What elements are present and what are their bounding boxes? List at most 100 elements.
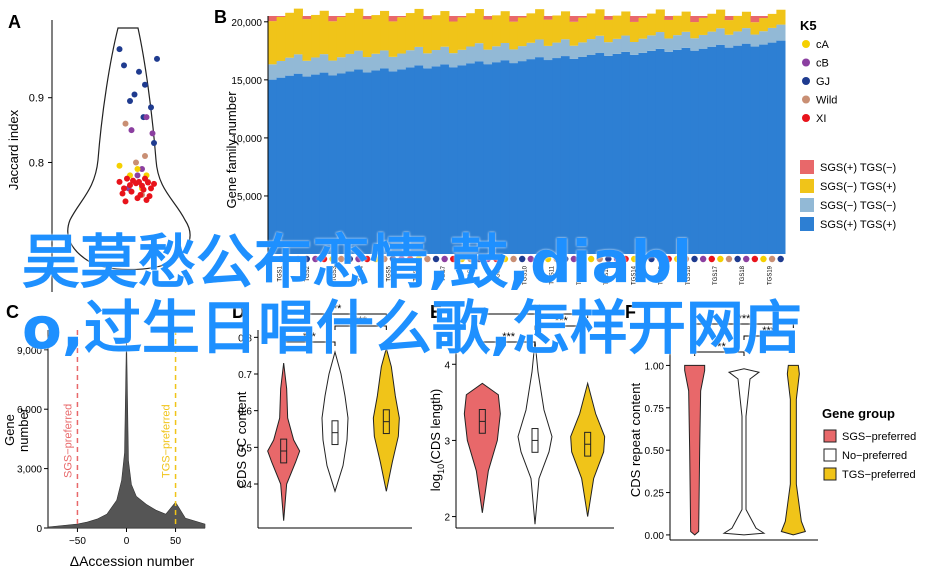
bar-b-segment bbox=[311, 74, 321, 254]
bar-b-segment bbox=[405, 67, 415, 255]
bar-b-segment bbox=[647, 13, 657, 36]
bar-b-segment bbox=[647, 50, 657, 255]
point-a-XI bbox=[148, 185, 154, 192]
axis-c-tick-label: 9,000 bbox=[17, 346, 42, 357]
point-b-k5 bbox=[544, 255, 552, 263]
legend-gene-group-label: SGS−preferred bbox=[842, 431, 916, 443]
bar-b-segment bbox=[397, 17, 407, 54]
bar-b-segment bbox=[672, 15, 683, 36]
bar-b-segment bbox=[759, 16, 769, 19]
bar-b-segment bbox=[474, 9, 484, 44]
bar-b-segment bbox=[776, 40, 786, 254]
bar-b-segment bbox=[724, 16, 734, 21]
bar-b-segment bbox=[672, 35, 683, 50]
bar-b-segment bbox=[535, 39, 545, 58]
bar-b-segment bbox=[431, 50, 441, 67]
panel-f-repeat-violins: 0.00 0.25 0.50 0.75 1.00 *** *** *** bbox=[645, 313, 818, 542]
bar-b-segment bbox=[629, 41, 640, 55]
bar-b-segment bbox=[569, 21, 579, 46]
bar-b-segment bbox=[681, 47, 691, 255]
bar-b-segment bbox=[681, 31, 691, 48]
bar-b-segment bbox=[268, 79, 278, 254]
bar-b-segment bbox=[457, 16, 467, 18]
bar-b-segment bbox=[526, 42, 536, 60]
bar-b-segment bbox=[517, 46, 527, 62]
bar-b-segment bbox=[448, 21, 459, 54]
bar-b-segment bbox=[578, 16, 588, 18]
point-b-k5 bbox=[346, 255, 354, 263]
sig-label: *** bbox=[354, 315, 368, 327]
violin-a-outline bbox=[67, 27, 191, 271]
legend-k5-title: K5 bbox=[800, 18, 817, 33]
legend-fill-label: SGS(−) TGS(+) bbox=[820, 181, 896, 193]
bar-b-segment bbox=[638, 38, 648, 53]
bar-b-segment bbox=[716, 44, 726, 255]
bar-b-segment bbox=[483, 64, 493, 254]
bar-b-segment bbox=[638, 52, 648, 254]
axis-e-ylabel-log: log bbox=[428, 474, 443, 491]
bar-b-segment bbox=[707, 46, 717, 254]
bar-b-segment bbox=[543, 19, 553, 46]
sig-bracket bbox=[283, 313, 387, 318]
point-b-k5 bbox=[363, 255, 371, 263]
point-b-k5 bbox=[329, 255, 336, 263]
point-b-k5 bbox=[372, 255, 379, 263]
bar-b-segment bbox=[380, 50, 390, 69]
point-a-XI bbox=[127, 182, 133, 189]
axis-tick-label: 0.25 bbox=[645, 489, 665, 500]
bar-b-segment bbox=[655, 9, 665, 33]
legend-gene-group-swatch bbox=[823, 429, 837, 443]
ref-line-c-label: TGS−preferred bbox=[161, 404, 173, 478]
sig-label: *** bbox=[762, 325, 776, 337]
bar-b-segment bbox=[560, 11, 571, 40]
bar-b-segment bbox=[423, 19, 433, 54]
axis-b-xtick-label: TGS14 bbox=[631, 265, 637, 285]
bar-b-segment bbox=[604, 16, 614, 20]
point-b-k5 bbox=[294, 255, 302, 263]
bar-b-segment bbox=[302, 60, 312, 77]
axis-c-xlabel: ΔAccession number bbox=[70, 553, 195, 569]
axis-b-tick-label: 15,000 bbox=[231, 76, 262, 87]
bar-b-segment bbox=[578, 42, 588, 57]
bar-b-segment bbox=[440, 64, 450, 255]
bar-b-segment bbox=[405, 50, 415, 68]
point-b-k5 bbox=[484, 255, 491, 263]
bar-b-segment bbox=[655, 32, 665, 49]
bar-b-segment bbox=[328, 16, 338, 22]
violin-panelD bbox=[267, 362, 301, 521]
bar-b-segment bbox=[578, 56, 588, 255]
bar-b-segment bbox=[276, 16, 286, 17]
panel-letter-a: A bbox=[8, 12, 21, 32]
bar-b-segment bbox=[336, 17, 347, 58]
bar-b-segment bbox=[466, 46, 476, 64]
bar-b-segment bbox=[319, 10, 329, 55]
point-a-XI bbox=[116, 178, 123, 185]
panel-a-jaccard-violin: Jaccard index 0.8 0.9 bbox=[6, 20, 191, 292]
point-a-cA bbox=[116, 162, 123, 169]
legend-k5-swatch bbox=[802, 95, 810, 104]
point-a-GJ bbox=[131, 91, 138, 98]
axis-c-ylabel-line2: number bbox=[16, 407, 31, 452]
axis-tick-label: 1.00 bbox=[645, 361, 665, 372]
bar-b-segment bbox=[285, 75, 295, 254]
axis-tick-label: 4 bbox=[444, 360, 450, 371]
bar-b-segment bbox=[517, 17, 527, 47]
point-a-cB bbox=[134, 172, 141, 179]
bar-b-segment bbox=[268, 21, 278, 65]
violin-panelD bbox=[372, 346, 400, 492]
panel-c-histogram: Gene number ΔAccession number 0 3,000 6,00… bbox=[2, 330, 206, 569]
bar-b-segment bbox=[345, 12, 355, 54]
panel-letter-f: F bbox=[625, 302, 636, 322]
bar-b-segment bbox=[440, 11, 450, 47]
bar-b-segment bbox=[578, 17, 588, 43]
point-b-k5 bbox=[691, 255, 698, 263]
bar-b-segment bbox=[543, 45, 553, 61]
bar-b-segment bbox=[276, 77, 286, 254]
bar-b-segment bbox=[741, 11, 752, 29]
bar-b-segment bbox=[767, 13, 777, 28]
legend-gene-group-label: No−preferred bbox=[842, 450, 907, 462]
bar-b-segment bbox=[423, 53, 433, 69]
bar-b-segment bbox=[354, 69, 364, 254]
legend-gene-group-swatch bbox=[823, 448, 837, 462]
axis-f-ylabel: CDS repeat content bbox=[628, 383, 643, 498]
